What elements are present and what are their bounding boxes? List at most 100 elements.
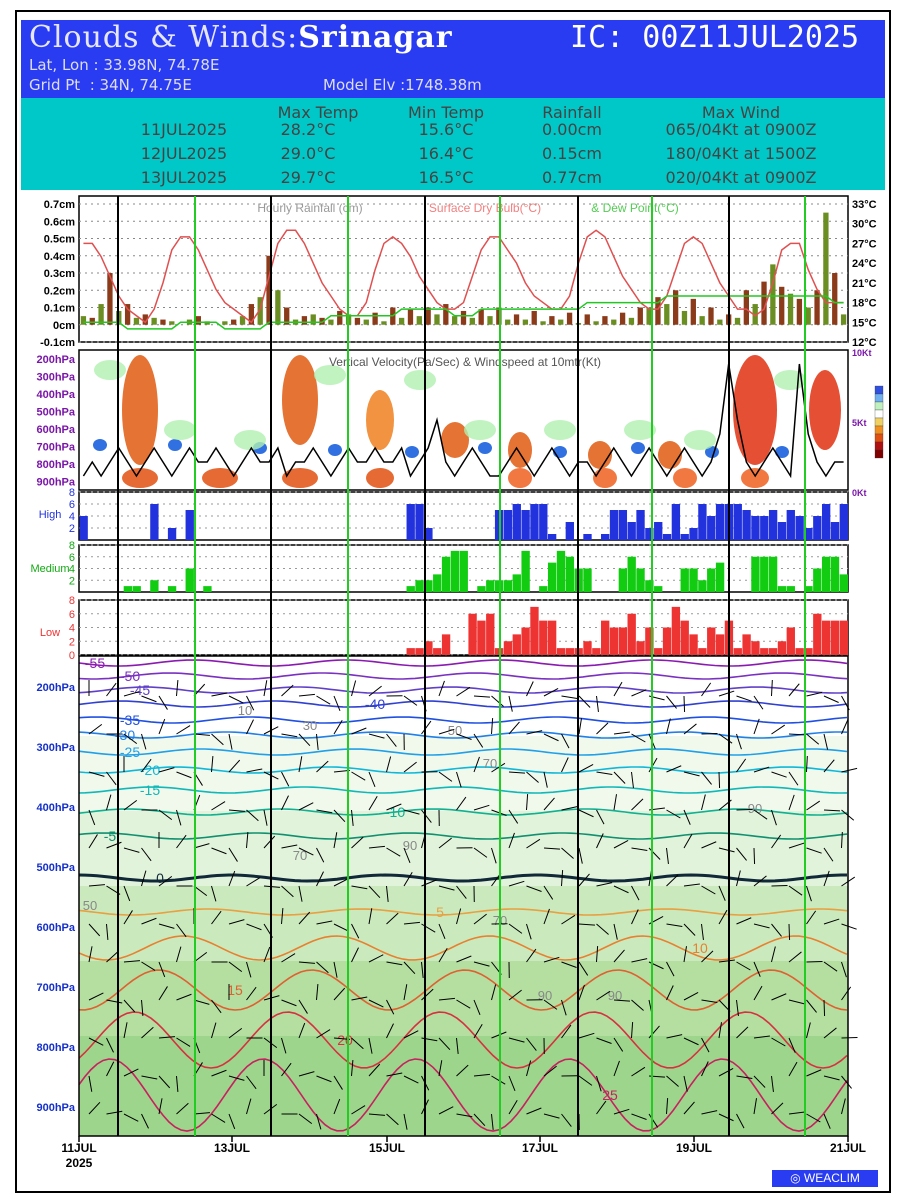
wind-barb <box>526 923 532 940</box>
low-cloud-bar <box>636 641 645 655</box>
wind-barb <box>736 808 753 811</box>
wind-barb <box>561 999 567 1016</box>
wind-barb <box>701 732 718 735</box>
wind-barb <box>316 695 331 705</box>
wind-barb <box>543 1065 557 1077</box>
wind-barb <box>613 885 629 894</box>
vv-right-label: 0Kt <box>852 488 867 498</box>
wind-barb <box>631 847 648 851</box>
rain-bar <box>611 319 617 325</box>
high-cloud-bar <box>680 534 689 540</box>
vv-blob <box>809 370 841 450</box>
temp-contour <box>78 1011 848 1069</box>
medium-cloud-bar <box>715 562 725 592</box>
wind-barb <box>823 759 835 773</box>
wind-barb <box>771 1037 786 1047</box>
row2-date: 12JUL2025 <box>140 144 228 163</box>
medium-cloud-ytick: 2 <box>69 575 75 587</box>
temp-contour-label: -20 <box>140 762 160 778</box>
high-cloud-bar <box>795 516 804 540</box>
vv-right-label: 10Kt <box>852 348 872 358</box>
medium-cloud-bar <box>768 556 778 592</box>
wind-barb <box>473 847 488 858</box>
wind-barb <box>333 923 349 932</box>
wind-barb <box>211 910 222 925</box>
high-cloud-bar <box>654 522 663 540</box>
rain-bar <box>142 314 148 325</box>
high-cloud-bar <box>530 504 539 540</box>
wind-barb <box>771 809 777 826</box>
wind-barb <box>298 1113 313 1125</box>
wind-barb <box>841 1098 846 1115</box>
low-cloud-bar <box>583 641 592 655</box>
temp-contour-label: 5 <box>436 904 444 920</box>
rain-bar <box>770 264 776 325</box>
wind-barb <box>543 771 548 788</box>
high-cloud-bar <box>777 522 787 540</box>
wind-barb <box>491 695 504 707</box>
wind-barb <box>333 809 346 823</box>
wind-barb <box>666 718 671 735</box>
wind-barb <box>263 680 268 697</box>
low-cloud-ytick: 4 <box>69 623 75 635</box>
rain-bar <box>337 310 343 325</box>
rain-bar <box>823 212 829 325</box>
wind-barb <box>718 1022 722 1039</box>
wind-barb <box>386 756 392 773</box>
temp-contour <box>78 786 848 794</box>
wind-barb <box>578 923 595 926</box>
high-cloud-bar <box>618 510 628 540</box>
wind-barb <box>158 695 168 710</box>
rain-bar <box>593 321 599 325</box>
rain-bar <box>319 317 325 325</box>
rain-bar <box>328 319 334 325</box>
wind-barb <box>281 844 298 849</box>
wind-barb <box>543 956 560 963</box>
low-cloud-bar <box>689 634 698 655</box>
wind-barb <box>543 688 559 697</box>
weaclim-logo: ◎ WEACLIM <box>772 1170 878 1187</box>
wind-barb <box>718 885 726 901</box>
row3-max: 29.7°C <box>280 168 336 187</box>
wind-barb <box>386 733 397 747</box>
rain-bar <box>398 317 405 325</box>
wind-barb <box>753 766 770 773</box>
wind-barb <box>683 946 687 963</box>
wind-barb <box>648 847 661 860</box>
rain-bar <box>89 317 95 325</box>
wind-barb <box>543 847 560 850</box>
wind-barb <box>298 885 303 902</box>
rain-bar <box>655 297 661 325</box>
medium-cloud-label: Medium <box>30 563 69 575</box>
high-cloud-bar <box>609 510 619 540</box>
rain-bar <box>107 273 113 325</box>
wind-barb <box>456 771 462 788</box>
header-banner: Clouds & Winds:Srinagar IC: 00Z11JUL2025… <box>21 20 885 98</box>
wind-barb <box>613 794 617 811</box>
wind-barb <box>316 871 324 887</box>
wind-barb <box>281 795 289 811</box>
wind-barb <box>246 719 254 735</box>
low-cloud-ytick: 0 <box>69 650 75 662</box>
wind-barb <box>526 885 542 892</box>
low-cloud-bar <box>503 641 513 655</box>
temp-ytick-label: 21°C <box>852 278 877 290</box>
rain-bar <box>540 321 546 325</box>
vv-ylevel-label: 700hPa <box>36 442 75 454</box>
wind-barb <box>438 948 448 963</box>
rain-bar <box>628 317 635 325</box>
wind-barb <box>771 993 787 1001</box>
vv-ylevel-label: 600hPa <box>36 424 75 436</box>
low-cloud-bar <box>441 634 451 655</box>
vv-blue-blob <box>93 439 107 451</box>
wind-barb <box>333 961 338 978</box>
wind-barb <box>88 923 101 937</box>
grid-text: Grid Pt : 34N, 74.75E <box>29 76 192 94</box>
wind-barb <box>596 1075 602 1092</box>
wind-barb <box>141 1113 149 1129</box>
wind-barb <box>298 802 314 811</box>
wind-barb <box>351 836 364 849</box>
wind-barb <box>736 961 751 971</box>
medium-cloud-bar <box>477 586 486 592</box>
rain-ytick-label: -0.1cm <box>40 337 75 349</box>
